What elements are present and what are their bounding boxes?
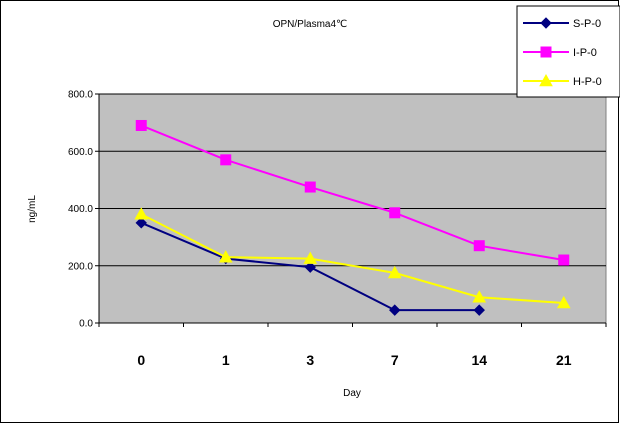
- data-point: [389, 207, 401, 219]
- y-axis-label: ng/mL: [27, 195, 38, 223]
- x-tick-label: 3: [306, 352, 314, 368]
- data-point: [135, 119, 147, 131]
- plot-area: 0.0 200.0 400.0 600.0 800.0 0 1 3 7 14 21: [68, 90, 607, 368]
- series-I-P-0: [135, 119, 570, 266]
- x-tick-label: 14: [471, 352, 487, 368]
- y-tick-label: 400.0: [68, 204, 93, 215]
- data-point: [304, 261, 316, 273]
- chart-title: OPN/Plasma4℃: [273, 19, 348, 30]
- data-point: [473, 304, 485, 316]
- y-tick-label: 200.0: [68, 261, 93, 272]
- data-point: [304, 181, 316, 193]
- legend-marker: [540, 17, 552, 29]
- data-point: [218, 250, 233, 263]
- data-point: [472, 290, 487, 303]
- data-point: [389, 304, 401, 316]
- x-tick-label: 7: [391, 352, 399, 368]
- data-point: [556, 295, 571, 309]
- data-point: [220, 154, 232, 166]
- y-tick-label: 800.0: [68, 90, 93, 101]
- y-tick-label: 600.0: [68, 147, 93, 158]
- data-point: [387, 265, 402, 279]
- data-point: [303, 251, 318, 264]
- x-tick-label: 1: [222, 352, 230, 368]
- series-line: [140, 124, 564, 262]
- series-line: [140, 213, 564, 304]
- x-axis-label: Day: [343, 388, 361, 399]
- data-point: [473, 240, 485, 252]
- series-H-P-0: [134, 207, 571, 309]
- legend-label: H-P-0: [573, 76, 602, 88]
- legend-marker: [539, 73, 553, 87]
- y-tick-label: 0.0: [79, 319, 93, 330]
- legend-label: S-P-0: [573, 18, 601, 30]
- data-point: [134, 207, 149, 220]
- x-tick-label: 21: [556, 352, 572, 368]
- legend-label: I-P-0: [573, 47, 597, 59]
- legend-marker: [540, 46, 552, 58]
- data-point: [135, 217, 147, 229]
- legend: S-P-0 I-P-0 H-P-0: [516, 5, 620, 98]
- data-point: [558, 254, 570, 266]
- x-tick-label: 0: [137, 352, 145, 368]
